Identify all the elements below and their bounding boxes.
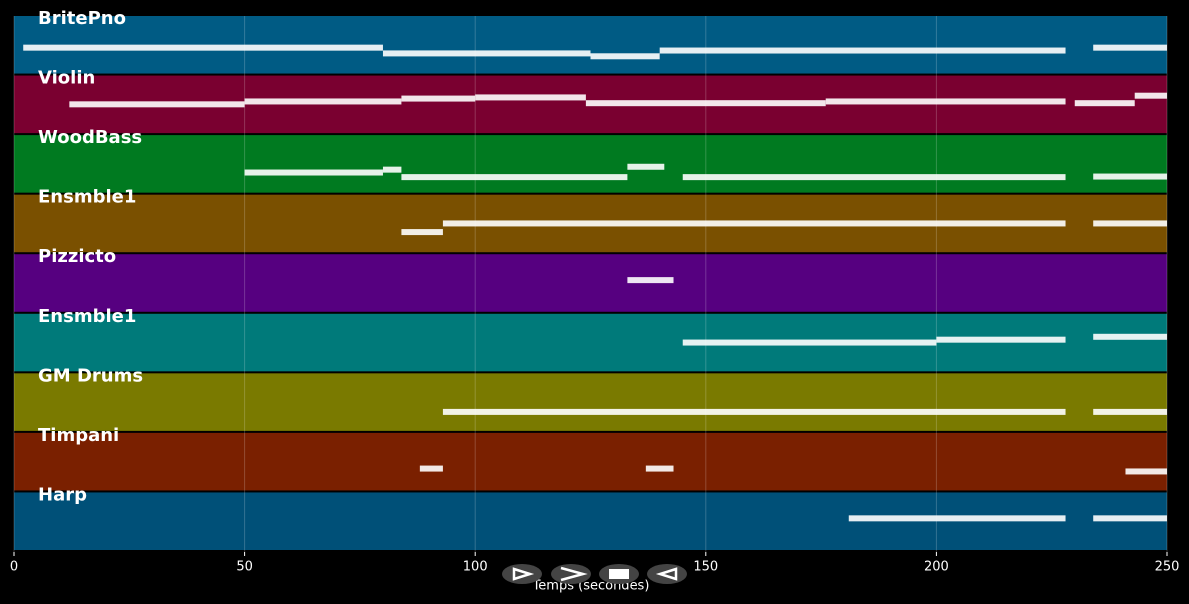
note-run — [401, 95, 476, 102]
track-name: Ensmble1 — [38, 187, 136, 208]
note-run — [23, 44, 383, 51]
play-button[interactable] — [502, 564, 542, 584]
note-run — [659, 47, 1066, 54]
x-tick-label: 250 — [1155, 560, 1180, 575]
x-tick-label: 50 — [236, 560, 253, 575]
note-run — [1093, 408, 1167, 415]
note-run — [848, 515, 1066, 522]
note-run — [382, 50, 591, 57]
note-run — [585, 100, 826, 107]
track-name: BritePno — [38, 8, 126, 29]
track-band — [14, 432, 1167, 491]
note-run — [1125, 468, 1167, 475]
tracks: BritePno Violin WoodBass Ensmble1 Pizzicto En… — [14, 8, 1167, 550]
note-run — [682, 174, 1066, 181]
track-name: Timpani — [38, 425, 119, 446]
note-run — [1134, 92, 1167, 99]
note-run — [419, 465, 443, 472]
track-band — [14, 373, 1167, 431]
track-band — [14, 254, 1167, 312]
x-tick-label: 0 — [10, 560, 18, 575]
note-run — [590, 53, 660, 60]
track-name: Ensmble1 — [38, 306, 136, 327]
note-run — [1093, 515, 1167, 522]
note-run — [1093, 220, 1167, 227]
note-run — [442, 220, 1066, 227]
note-run — [244, 98, 402, 105]
next-button[interactable] — [551, 564, 591, 584]
x-tick-label: 150 — [693, 560, 718, 575]
note-run — [1093, 333, 1167, 340]
track-name: Violin — [38, 68, 95, 89]
note-run — [645, 465, 674, 472]
note-run — [682, 339, 937, 346]
track-name: WoodBass — [38, 127, 142, 148]
player-controls — [502, 564, 687, 584]
note-run — [442, 408, 1066, 415]
note-run — [627, 163, 665, 170]
x-tick-label: 200 — [924, 560, 949, 575]
note-run — [382, 166, 402, 173]
note-run — [627, 277, 674, 284]
back-button[interactable] — [647, 564, 687, 584]
note-run — [69, 101, 245, 108]
track-name: GM Drums — [38, 365, 143, 386]
track-band — [14, 135, 1167, 193]
stop-button[interactable] — [599, 564, 639, 584]
note-run — [1074, 100, 1135, 107]
track-name: Pizzicto — [38, 246, 116, 267]
x-axis: 0 50 100 150 200 250 — [10, 16, 1180, 575]
note-run — [244, 169, 383, 176]
note-run — [401, 229, 443, 236]
note-run — [401, 174, 628, 181]
note-run — [825, 98, 1066, 105]
note-run — [1093, 173, 1167, 180]
x-tick-label: 100 — [463, 560, 488, 575]
note-run — [936, 336, 1066, 343]
track-name: Harp — [38, 484, 87, 505]
note-run — [1093, 44, 1167, 51]
note-run — [475, 94, 586, 101]
